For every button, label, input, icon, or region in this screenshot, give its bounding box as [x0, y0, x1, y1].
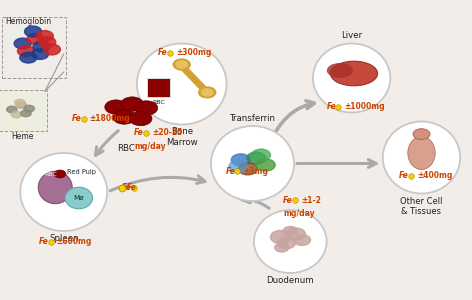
Text: mg/day: mg/day [283, 209, 315, 218]
Circle shape [238, 163, 257, 175]
Text: Fe: Fe [399, 171, 409, 180]
Text: ±400mg: ±400mg [417, 171, 452, 180]
Ellipse shape [65, 187, 93, 209]
Text: Bone
Marrow: Bone Marrow [166, 128, 198, 147]
Circle shape [275, 243, 289, 252]
Circle shape [17, 46, 34, 56]
Circle shape [229, 160, 248, 172]
Circle shape [113, 110, 135, 124]
Text: RBC: RBC [44, 172, 57, 176]
Text: Fe: Fe [72, 114, 82, 123]
Circle shape [283, 226, 297, 236]
Ellipse shape [327, 63, 353, 78]
Ellipse shape [254, 210, 327, 273]
FancyBboxPatch shape [2, 16, 66, 78]
Circle shape [135, 101, 158, 115]
Circle shape [24, 105, 34, 112]
Ellipse shape [330, 61, 378, 86]
Text: Fe: Fe [122, 183, 132, 192]
Circle shape [11, 111, 22, 118]
Circle shape [176, 61, 187, 68]
Ellipse shape [137, 44, 227, 124]
Circle shape [43, 44, 60, 55]
Ellipse shape [408, 136, 435, 169]
Circle shape [54, 170, 66, 178]
Text: ±300mg: ±300mg [176, 48, 211, 57]
Circle shape [121, 97, 143, 111]
Text: Fe: Fe [283, 196, 293, 205]
Text: ±600mg: ±600mg [57, 237, 92, 246]
Text: Mø: Mø [74, 195, 84, 201]
Circle shape [413, 129, 430, 140]
Circle shape [105, 100, 127, 114]
Text: Spleen: Spleen [49, 234, 78, 243]
Ellipse shape [211, 126, 294, 201]
Text: ±1-2: ±1-2 [301, 196, 321, 205]
Ellipse shape [313, 44, 390, 112]
Circle shape [25, 26, 42, 37]
Circle shape [256, 159, 275, 171]
Text: Fe: Fe [126, 183, 136, 192]
Circle shape [7, 106, 17, 113]
Text: Liver: Liver [341, 32, 362, 40]
Circle shape [39, 37, 56, 47]
Ellipse shape [383, 122, 460, 194]
Circle shape [247, 152, 266, 164]
Text: Fe: Fe [39, 237, 49, 246]
Circle shape [287, 228, 305, 240]
Circle shape [32, 49, 49, 59]
Text: Fe: Fe [327, 102, 337, 111]
Circle shape [20, 52, 37, 63]
Circle shape [15, 99, 25, 106]
Ellipse shape [20, 153, 107, 231]
Text: RBC: RBC [118, 144, 135, 153]
Text: ±1000mg: ±1000mg [345, 102, 385, 111]
Circle shape [199, 87, 216, 98]
Circle shape [14, 38, 31, 49]
Circle shape [36, 31, 53, 41]
Text: Red Pulp: Red Pulp [67, 169, 96, 175]
Text: Transferrin: Transferrin [229, 114, 276, 123]
Text: Duodenum: Duodenum [267, 276, 314, 285]
Text: Fe: Fe [158, 48, 168, 57]
Circle shape [202, 89, 213, 96]
Text: Fe: Fe [226, 167, 236, 176]
Circle shape [27, 34, 44, 44]
Circle shape [173, 59, 190, 70]
FancyBboxPatch shape [147, 78, 170, 97]
Text: Hemoglobin: Hemoglobin [6, 16, 52, 26]
Circle shape [129, 111, 152, 126]
Text: Other Cell
& Tissues: Other Cell & Tissues [400, 196, 443, 216]
Circle shape [33, 41, 50, 52]
Circle shape [252, 149, 270, 161]
Text: Fe: Fe [134, 128, 144, 137]
FancyBboxPatch shape [0, 90, 47, 130]
Text: mg/day: mg/day [134, 142, 166, 151]
Circle shape [294, 235, 311, 245]
Circle shape [270, 230, 291, 244]
Ellipse shape [38, 171, 72, 204]
Circle shape [16, 102, 26, 108]
Text: ±1800mg: ±1800mg [90, 114, 130, 123]
Circle shape [231, 154, 250, 166]
Circle shape [21, 110, 31, 117]
Text: Heme: Heme [11, 132, 34, 141]
Text: ±3mg: ±3mg [244, 167, 269, 176]
Circle shape [278, 237, 295, 249]
Text: ±20-25: ±20-25 [152, 128, 182, 137]
Text: RBC: RBC [152, 100, 165, 105]
